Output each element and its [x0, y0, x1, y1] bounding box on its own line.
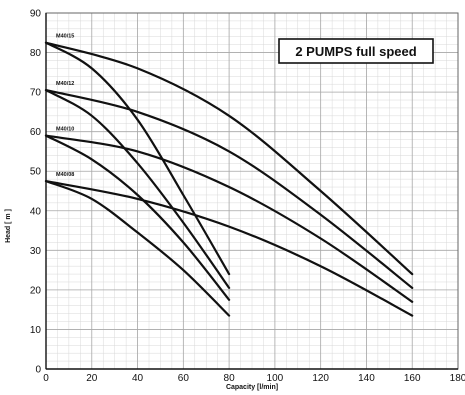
annotation-text: 2 PUMPS full speed [295, 44, 416, 59]
x-tick-label: 180 [450, 373, 465, 384]
x-tick-label: 40 [132, 373, 144, 384]
x-tick-label: 60 [178, 373, 190, 384]
series-line-m40-08 [44, 180, 231, 317]
y-tick-label: 30 [30, 246, 42, 257]
y-tick-label: 40 [30, 206, 42, 217]
x-tick-label: 80 [224, 373, 236, 384]
x-tick-label: 0 [43, 373, 49, 384]
axes [45, 12, 459, 370]
y-tick-label: 80 [30, 48, 42, 59]
series-line-m40-10 [44, 134, 231, 301]
x-tick-label: 120 [312, 373, 329, 384]
annotation-frame [278, 38, 434, 64]
minor-grid [45, 12, 459, 370]
series-line-m40-10 [44, 134, 414, 303]
x-axis-label: Capacity [l/min] [226, 384, 278, 391]
series-label: M40/12 [56, 81, 74, 87]
series-line-m40-15 [44, 41, 231, 276]
series-labels: M40/15 M40/12 M40/10 M40/08 [56, 34, 74, 178]
y-tick-label: 50 [30, 167, 42, 178]
series-label: M40/15 [56, 34, 74, 40]
series-line-m40-12 [44, 89, 231, 289]
x-tick-label: 100 [267, 373, 284, 384]
curves [44, 41, 414, 317]
tick-labels: 0 20 40 60 80 100 120 140 160 180 0 10 20 30 40 50 60 70 8… [30, 9, 465, 385]
y-tick-label: 20 [30, 285, 42, 296]
annotation-box: 2 PUMPS full speed [278, 38, 434, 64]
y-tick-label: 60 [30, 127, 42, 138]
x-tick-label: 140 [358, 373, 375, 384]
series-line-m40-12 [44, 89, 414, 289]
y-tick-label: 10 [30, 325, 42, 336]
x-tick-label: 20 [86, 373, 98, 384]
series-label: M40/08 [56, 172, 74, 178]
y-tick-label: 0 [35, 365, 41, 376]
series-line-m40-08 [44, 180, 414, 317]
x-tick-label: 160 [404, 373, 421, 384]
series-line-m40-15 [44, 41, 414, 276]
y-axis-label: Head [ m ] [5, 209, 12, 243]
y-tick-label: 90 [30, 9, 42, 20]
series-label: M40/10 [56, 127, 74, 133]
y-tick-label: 70 [30, 88, 42, 99]
